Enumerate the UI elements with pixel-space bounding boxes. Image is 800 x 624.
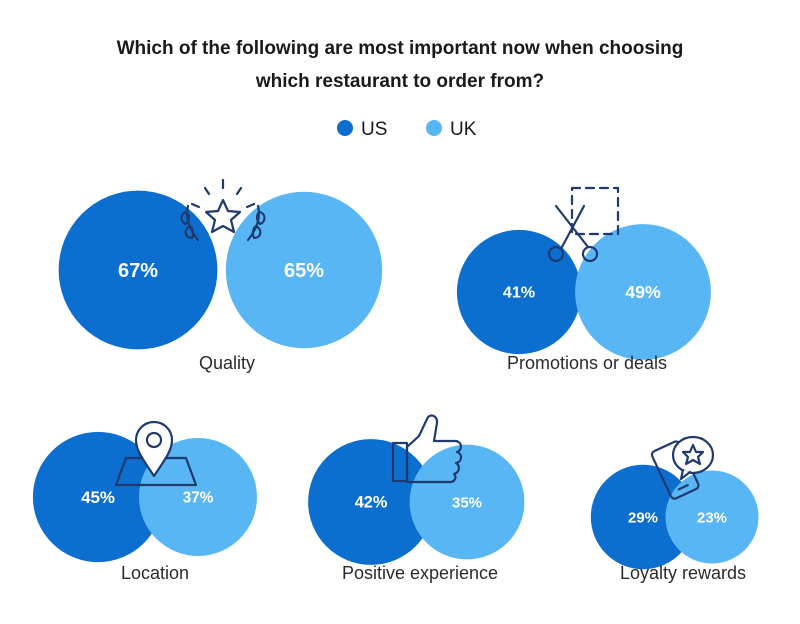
bubble-us-promotions-or-deals <box>456 229 582 355</box>
category-label-promotions-or-deals: Promotions or deals <box>507 353 667 373</box>
category-label-quality: Quality <box>199 353 255 373</box>
value-label-us-quality: 67% <box>118 260 158 282</box>
legend: US UK <box>337 119 477 140</box>
phone-star-icon <box>650 435 715 500</box>
category-label-location: Location <box>121 563 189 583</box>
bubble-us-quality <box>58 190 218 350</box>
bubble-uk-promotions-or-deals <box>575 224 711 360</box>
value-label-uk-promotions-or-deals: 49% <box>625 282 661 302</box>
bubble-uk-loyalty-rewards <box>665 470 759 564</box>
value-label-us-promotions-or-deals: 41% <box>503 284 535 302</box>
value-label-uk-location: 37% <box>183 489 214 506</box>
chart-title-line-1: Which of the following are most importan… <box>117 38 684 59</box>
bubble-us-positive-experience <box>308 439 434 565</box>
bubble-uk-quality <box>225 191 383 349</box>
thumbs-up-icon <box>391 414 463 484</box>
value-label-uk-positive-experience: 35% <box>452 494 482 511</box>
group-quality: 67% 65% Quality <box>58 190 383 373</box>
laurel-star-icon <box>180 178 266 242</box>
bubbles-layer: 67% 65% Quality 41% 49% Promotions or deals 45… <box>32 190 759 583</box>
legend-label-us: US <box>361 119 387 140</box>
value-label-uk-quality: 65% <box>284 260 324 282</box>
bubble-uk-positive-experience <box>409 444 525 560</box>
legend-marker-uk <box>426 120 442 136</box>
legend-label-uk: UK <box>450 119 477 140</box>
value-label-us-positive-experience: 42% <box>355 494 388 512</box>
group-promotions-or-deals: 41% 49% Promotions or deals <box>456 224 711 373</box>
value-label-us-loyalty-rewards: 29% <box>628 509 658 526</box>
group-loyalty-rewards: 29% 23% Loyalty rewards <box>590 464 759 583</box>
category-label-positive-experience: Positive experience <box>342 563 498 583</box>
value-label-uk-loyalty-rewards: 23% <box>697 509 727 526</box>
value-label-us-location: 45% <box>81 488 115 507</box>
map-pin-icon <box>114 420 198 487</box>
legend-marker-us <box>337 120 353 136</box>
chart-title-line-2: which restaurant to order from? <box>255 71 544 92</box>
category-label-loyalty-rewards: Loyalty rewards <box>620 563 746 583</box>
group-location: 45% 37% Location <box>32 431 257 583</box>
bubble-us-location <box>32 431 164 563</box>
bubble-uk-location <box>139 438 257 556</box>
group-positive-experience: 42% 35% Positive experience <box>308 439 525 583</box>
scissors-coupon-icon <box>547 186 620 263</box>
